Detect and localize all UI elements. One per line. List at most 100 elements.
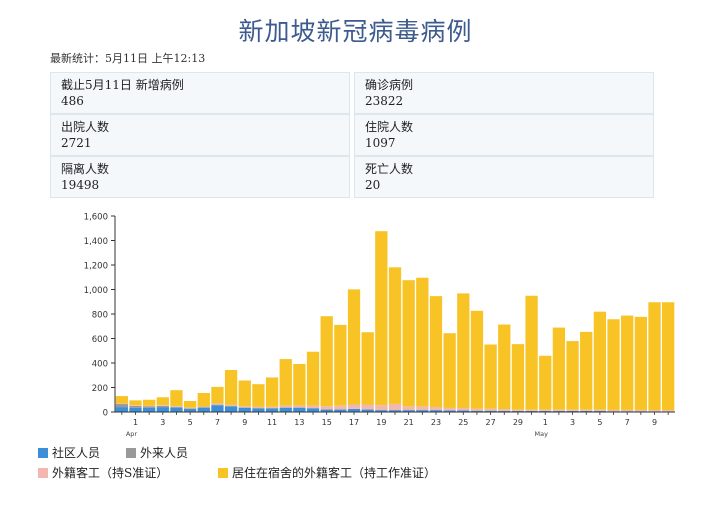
bar-segment [402,280,415,407]
y-tick-label: 600 [92,335,108,345]
bar-segment [170,407,183,412]
bar-segment [320,406,333,410]
page-title: 新加坡新冠病毒病例 [238,17,473,46]
y-tick-label: 0 [103,409,108,419]
bar-segment [183,400,197,408]
chart-container: 0 200 400 600 800 1,000 1,200 1,400 1,600 1 Apr 3 5 7… [70,208,680,448]
bar-segment [662,302,675,411]
bar-segment [334,324,347,406]
x-tick-label: 13 [294,418,304,427]
bar-segment [484,410,497,412]
bar-segment [306,408,320,412]
bar-segment [470,310,484,409]
stat-value: 20 [365,178,381,192]
y-tick-label: 800 [92,311,108,321]
bar-segment [361,332,374,405]
bar-segment [224,369,238,405]
bar-segment [211,403,224,405]
bar-segment [648,410,661,412]
bar-segment [634,316,647,410]
bar-segment [470,410,484,412]
bar-segment [580,409,593,411]
bar-segment [498,409,511,411]
stat-label: 住院人数 [365,120,414,134]
y-tick-label: 1,400 [84,237,108,247]
bar-segment [470,408,484,411]
x-tick-label: 25 [458,418,468,427]
bar-segment [402,406,415,411]
bar-segment [443,407,456,411]
bar-segment [156,405,169,406]
bar-segment [306,351,320,406]
x-tick-month-label: May [535,430,549,438]
stacked-bar-chart: 0 200 400 600 800 1,000 1,200 1,400 1,600 1 Apr 3 5 7… [84,213,675,438]
x-tick-label: 9 [242,418,247,427]
y-tick-label: 1,000 [84,286,108,296]
bar-segment [621,409,634,412]
bar-segment [238,406,251,408]
bar-segment [607,319,620,410]
stat-value: 1097 [365,136,396,150]
bar-segment [580,331,593,410]
legend-label: 外籍客工（持S准证） [52,466,169,480]
bar-segment [388,403,402,411]
bar-segment [662,410,675,412]
bar-segment [183,408,197,412]
bar-segment [347,408,361,412]
bar-segment [170,406,183,408]
stat-label: 隔离人数 [61,162,110,176]
x-tick-label: 27 [486,418,496,427]
x-tick-month-label: Apr [126,430,138,438]
bar-segment [197,407,210,408]
bar-segment [361,404,374,410]
bar-segment [129,405,142,408]
x-tick-label: 15 [322,418,332,427]
bar-segment [361,409,374,412]
x-tick-label: 1 [543,418,548,427]
bar-segment [252,406,265,409]
bar-segment [115,396,128,404]
bar-segment [183,408,197,409]
x-tick-label: 11 [267,418,277,427]
legend-swatch [126,448,136,458]
legend-swatch [38,448,48,458]
bar-segment [457,293,470,408]
bar-segment [265,408,279,412]
stat-discharged: 出院人数 2721 [50,114,350,156]
bar-segment [320,409,333,412]
bar-segment [539,355,552,410]
legend-label: 居住在宿舍的外籍客工（持工作准证） [232,466,437,480]
bar-segment [143,399,156,406]
bar-segment [566,341,579,410]
bar-segment [457,410,470,412]
x-tick-label: 23 [431,418,441,427]
y-tick-label: 200 [92,384,108,394]
bar-segment [484,408,497,411]
stat-value: 486 [61,94,84,108]
x-tick-label: 17 [349,418,359,427]
bar-segment [347,404,361,409]
bar-segment [457,407,470,411]
bar-segment [279,359,292,406]
bar-segment [375,410,388,412]
bar-segment [593,311,607,410]
bar-segment [443,333,456,408]
bar-segment [129,400,142,406]
stat-isolated: 隔离人数 19498 [50,156,350,198]
bar-segment [265,377,279,407]
bar-segment [566,409,579,411]
bar-segment [211,386,224,404]
bar-segment [197,407,210,412]
bar-segment [429,406,443,411]
bar-segment [143,406,156,408]
bar-segment [197,393,210,407]
bar-segment [511,344,525,410]
bar-segment [156,405,169,408]
bar-segment [252,384,265,407]
legend-item: 居住在宿舍的外籍客工（持工作准证） [218,464,436,481]
bar-segment [156,397,169,406]
bar-segment [320,316,333,407]
legend-item: 社区人员 [38,444,100,461]
bar-segment [306,405,320,409]
stat-value: 23822 [365,94,404,108]
